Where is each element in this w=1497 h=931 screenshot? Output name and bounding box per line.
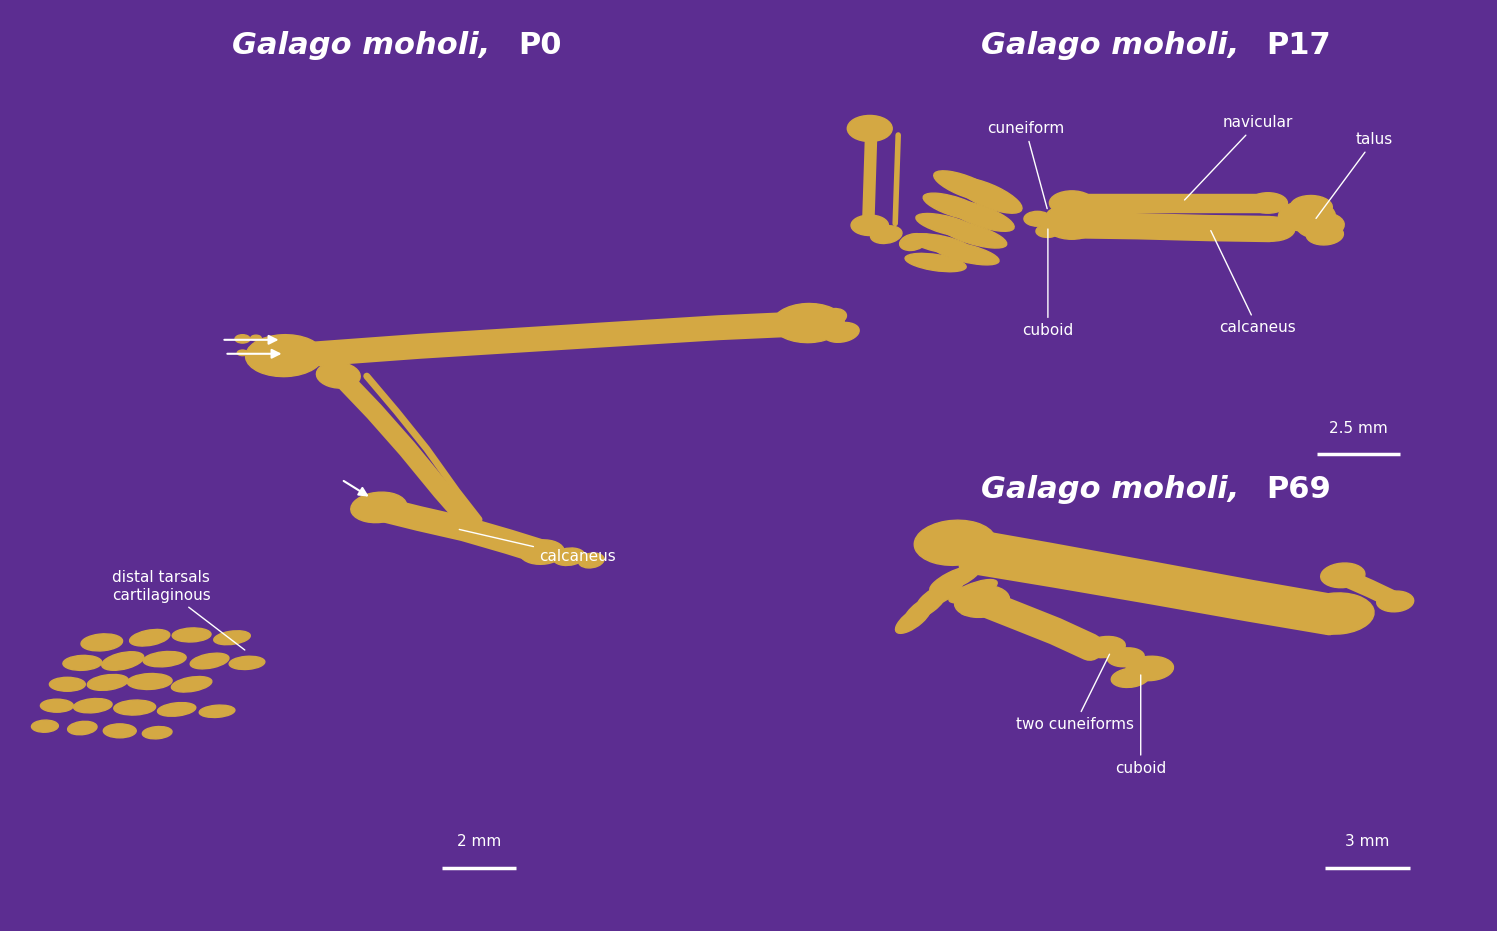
Ellipse shape — [822, 308, 846, 325]
Ellipse shape — [870, 225, 903, 244]
Ellipse shape — [906, 253, 966, 272]
Ellipse shape — [948, 201, 1013, 231]
Ellipse shape — [1048, 208, 1069, 221]
Ellipse shape — [172, 627, 211, 642]
Text: P17: P17 — [1266, 31, 1331, 60]
Ellipse shape — [1024, 211, 1051, 226]
Ellipse shape — [31, 720, 58, 733]
Ellipse shape — [1290, 196, 1332, 218]
Ellipse shape — [142, 726, 172, 739]
Text: calcaneus: calcaneus — [460, 530, 615, 564]
Text: P0: P0 — [518, 31, 561, 60]
Ellipse shape — [144, 652, 186, 667]
Ellipse shape — [127, 673, 172, 690]
Ellipse shape — [1036, 224, 1060, 237]
Ellipse shape — [87, 674, 129, 691]
Text: Galago moholi,: Galago moholi, — [232, 31, 491, 60]
Ellipse shape — [915, 520, 996, 565]
Ellipse shape — [157, 703, 196, 716]
Text: cuneiform: cuneiform — [987, 121, 1064, 209]
Ellipse shape — [235, 335, 250, 343]
Text: cuboid: cuboid — [1022, 229, 1073, 338]
Ellipse shape — [1377, 591, 1413, 612]
Ellipse shape — [114, 700, 156, 715]
Ellipse shape — [1045, 211, 1097, 239]
Text: calcaneus: calcaneus — [1211, 231, 1296, 335]
Text: two cuneiforms: two cuneiforms — [1016, 654, 1133, 732]
Ellipse shape — [895, 605, 931, 633]
Ellipse shape — [49, 678, 85, 691]
Ellipse shape — [772, 304, 844, 343]
Text: P69: P69 — [1266, 475, 1331, 504]
Ellipse shape — [316, 362, 361, 388]
Ellipse shape — [1248, 193, 1287, 213]
Ellipse shape — [67, 722, 97, 735]
Ellipse shape — [1126, 656, 1174, 681]
Ellipse shape — [190, 654, 229, 668]
Ellipse shape — [552, 548, 585, 565]
Ellipse shape — [246, 334, 323, 377]
Ellipse shape — [350, 492, 407, 522]
Ellipse shape — [1320, 563, 1365, 587]
Ellipse shape — [933, 241, 998, 265]
Ellipse shape — [199, 705, 235, 718]
Text: Galago moholi,: Galago moholi, — [981, 475, 1240, 504]
Ellipse shape — [850, 215, 889, 236]
Ellipse shape — [229, 656, 265, 669]
Ellipse shape — [1296, 212, 1344, 238]
Ellipse shape — [214, 631, 250, 644]
Text: 2 mm: 2 mm — [457, 834, 501, 849]
Ellipse shape — [130, 629, 169, 646]
Ellipse shape — [171, 677, 213, 692]
Ellipse shape — [238, 350, 249, 356]
Ellipse shape — [251, 335, 262, 341]
Text: 3 mm: 3 mm — [1346, 834, 1389, 849]
Ellipse shape — [900, 234, 927, 250]
Ellipse shape — [955, 586, 1009, 617]
Ellipse shape — [40, 699, 73, 712]
Ellipse shape — [949, 579, 997, 603]
Ellipse shape — [578, 553, 605, 568]
Ellipse shape — [63, 655, 102, 670]
Ellipse shape — [103, 724, 136, 737]
Ellipse shape — [918, 580, 963, 608]
Ellipse shape — [1111, 668, 1150, 687]
Ellipse shape — [916, 213, 979, 237]
Text: Galago moholi,: Galago moholi, — [981, 31, 1240, 60]
Ellipse shape — [924, 193, 987, 221]
Ellipse shape — [1108, 648, 1144, 667]
Ellipse shape — [930, 565, 981, 593]
Ellipse shape — [1307, 224, 1343, 245]
Text: 2.5 mm: 2.5 mm — [1329, 421, 1388, 436]
Ellipse shape — [73, 698, 112, 713]
Ellipse shape — [954, 178, 1022, 213]
Ellipse shape — [1278, 200, 1335, 232]
Ellipse shape — [934, 170, 997, 202]
Ellipse shape — [961, 595, 1009, 615]
Ellipse shape — [1250, 217, 1295, 241]
Ellipse shape — [1084, 637, 1126, 657]
Ellipse shape — [847, 115, 892, 142]
Ellipse shape — [1049, 191, 1094, 215]
Ellipse shape — [909, 234, 972, 254]
Text: cuboid: cuboid — [1115, 675, 1166, 776]
Text: talus: talus — [1316, 132, 1392, 219]
Ellipse shape — [1299, 593, 1374, 634]
Ellipse shape — [519, 540, 564, 564]
Text: distal tarsals
cartilaginous: distal tarsals cartilaginous — [112, 571, 246, 650]
Ellipse shape — [906, 593, 945, 621]
Ellipse shape — [81, 634, 123, 651]
Text: navicular: navicular — [1184, 115, 1293, 200]
Ellipse shape — [823, 322, 859, 343]
Ellipse shape — [102, 652, 144, 670]
Ellipse shape — [939, 222, 1007, 248]
